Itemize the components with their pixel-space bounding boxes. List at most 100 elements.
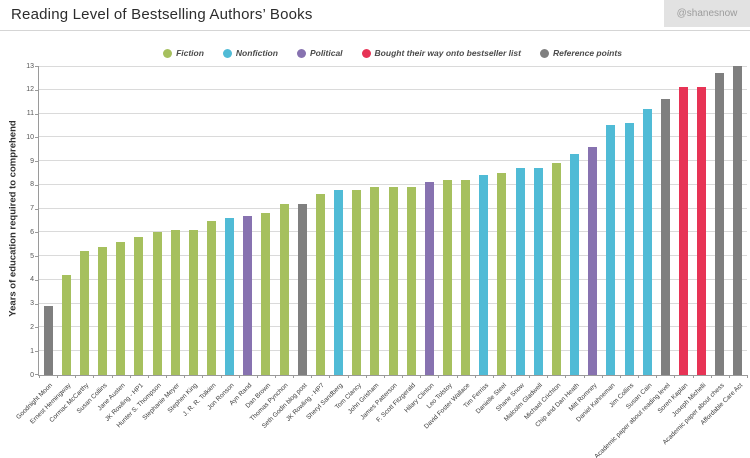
page-title: Reading Level of Bestselling Authors’ Bo… xyxy=(11,6,313,23)
bar xyxy=(243,215,253,375)
x-tick-mark xyxy=(474,375,476,378)
bar xyxy=(533,168,543,375)
y-tick-mark xyxy=(35,208,39,210)
bar xyxy=(206,220,216,375)
y-tick-mark xyxy=(35,351,39,353)
y-tick-label: 11 xyxy=(26,110,34,118)
bar xyxy=(461,180,471,375)
x-tick-mark xyxy=(39,375,40,378)
x-tick-mark xyxy=(365,375,367,378)
x-tick-mark xyxy=(184,375,186,378)
y-tick-label: 1 xyxy=(30,347,34,355)
gridline-9 xyxy=(39,160,747,162)
bar xyxy=(61,275,71,375)
bar xyxy=(315,194,325,375)
y-tick-label: 0 xyxy=(30,371,34,379)
y-tick-label: 9 xyxy=(30,157,34,165)
gridline-8 xyxy=(39,183,747,185)
x-tick-mark xyxy=(529,375,531,378)
x-tick-mark xyxy=(438,375,440,378)
bar xyxy=(624,123,634,375)
bar xyxy=(188,230,198,375)
bar xyxy=(79,251,89,375)
y-tick-mark xyxy=(35,232,39,234)
legend: Fiction Nonfiction Political Bought their w… xyxy=(40,48,745,58)
y-tick-label: 3 xyxy=(30,300,34,308)
bar xyxy=(98,246,108,375)
y-tick-mark xyxy=(35,279,39,281)
bar xyxy=(170,230,180,375)
legend-label-bought: Bought their way onto bestseller list xyxy=(374,48,521,58)
x-tick-mark xyxy=(238,375,240,378)
header: Reading Level of Bestselling Authors’ Bo… xyxy=(0,0,750,31)
x-tick-mark xyxy=(256,375,258,378)
y-tick-label: 4 xyxy=(30,276,34,284)
y-tick-mark xyxy=(35,89,39,91)
x-tick-mark xyxy=(57,375,59,378)
y-tick-label: 13 xyxy=(26,62,34,70)
x-tick-mark xyxy=(129,375,131,378)
x-tick-mark xyxy=(347,375,349,378)
bar xyxy=(660,99,670,375)
y-tick-mark xyxy=(35,303,39,305)
legend-item-bought: Bought their way onto bestseller list xyxy=(361,48,521,58)
x-tick-mark xyxy=(383,375,385,378)
y-tick-mark xyxy=(35,374,39,375)
x-tick-mark xyxy=(492,375,494,378)
y-tick-label: 6 xyxy=(30,228,34,236)
bar xyxy=(515,168,525,375)
gridline-13 xyxy=(39,66,747,67)
y-tick-mark xyxy=(35,66,39,67)
bought-legend-dot-icon xyxy=(361,48,371,58)
bar xyxy=(152,232,162,375)
y-tick-mark xyxy=(35,161,39,163)
bar xyxy=(424,182,434,375)
bar xyxy=(697,87,707,375)
bar xyxy=(733,66,743,375)
bar xyxy=(479,175,489,375)
legend-label-reference: Reference points xyxy=(552,48,622,58)
y-tick-label: 8 xyxy=(30,181,34,189)
x-tick-mark xyxy=(311,375,313,378)
x-tick-mark xyxy=(275,375,276,378)
bar xyxy=(715,73,725,375)
bar xyxy=(678,87,688,375)
x-tick-mark xyxy=(547,375,549,378)
x-tick-mark xyxy=(293,375,295,378)
x-tick-mark xyxy=(93,375,95,378)
gridline-12 xyxy=(39,88,747,90)
x-tick-mark xyxy=(565,375,567,378)
bar xyxy=(352,189,362,375)
x-tick-mark xyxy=(710,375,712,378)
x-tick-mark xyxy=(420,375,422,378)
y-axis-title: Years of education required to comprehen… xyxy=(7,120,19,317)
y-tick-label: 12 xyxy=(26,86,34,94)
x-axis-labels: Goodnight Moon Ernest Hemingway Cormac McC… xyxy=(15,379,746,458)
bar xyxy=(43,306,53,375)
gridline-10 xyxy=(39,136,747,138)
x-tick-mark xyxy=(747,375,748,378)
bar xyxy=(570,153,580,375)
y-tick-label: 10 xyxy=(26,133,34,141)
x-tick-mark xyxy=(638,375,640,378)
bar xyxy=(588,146,598,375)
nonfiction-legend-dot-icon xyxy=(222,48,232,58)
y-tick-mark xyxy=(35,256,39,258)
bar xyxy=(642,108,652,375)
y-tick-label: 7 xyxy=(30,205,34,213)
bar xyxy=(606,125,616,375)
legend-label-political: Political xyxy=(309,48,343,58)
x-tick-mark xyxy=(111,375,113,378)
legend-label-fiction: Fiction xyxy=(176,48,204,58)
x-tick-mark xyxy=(166,375,168,378)
legend-item-political: Political xyxy=(296,48,343,58)
y-tick-label: 5 xyxy=(30,252,34,260)
bar xyxy=(261,213,271,375)
x-tick-mark xyxy=(619,375,621,378)
x-tick-mark xyxy=(202,375,204,378)
reference-legend-dot-icon xyxy=(539,48,549,58)
fiction-legend-dot-icon xyxy=(163,48,173,58)
bar xyxy=(497,172,507,375)
bar xyxy=(370,187,380,375)
